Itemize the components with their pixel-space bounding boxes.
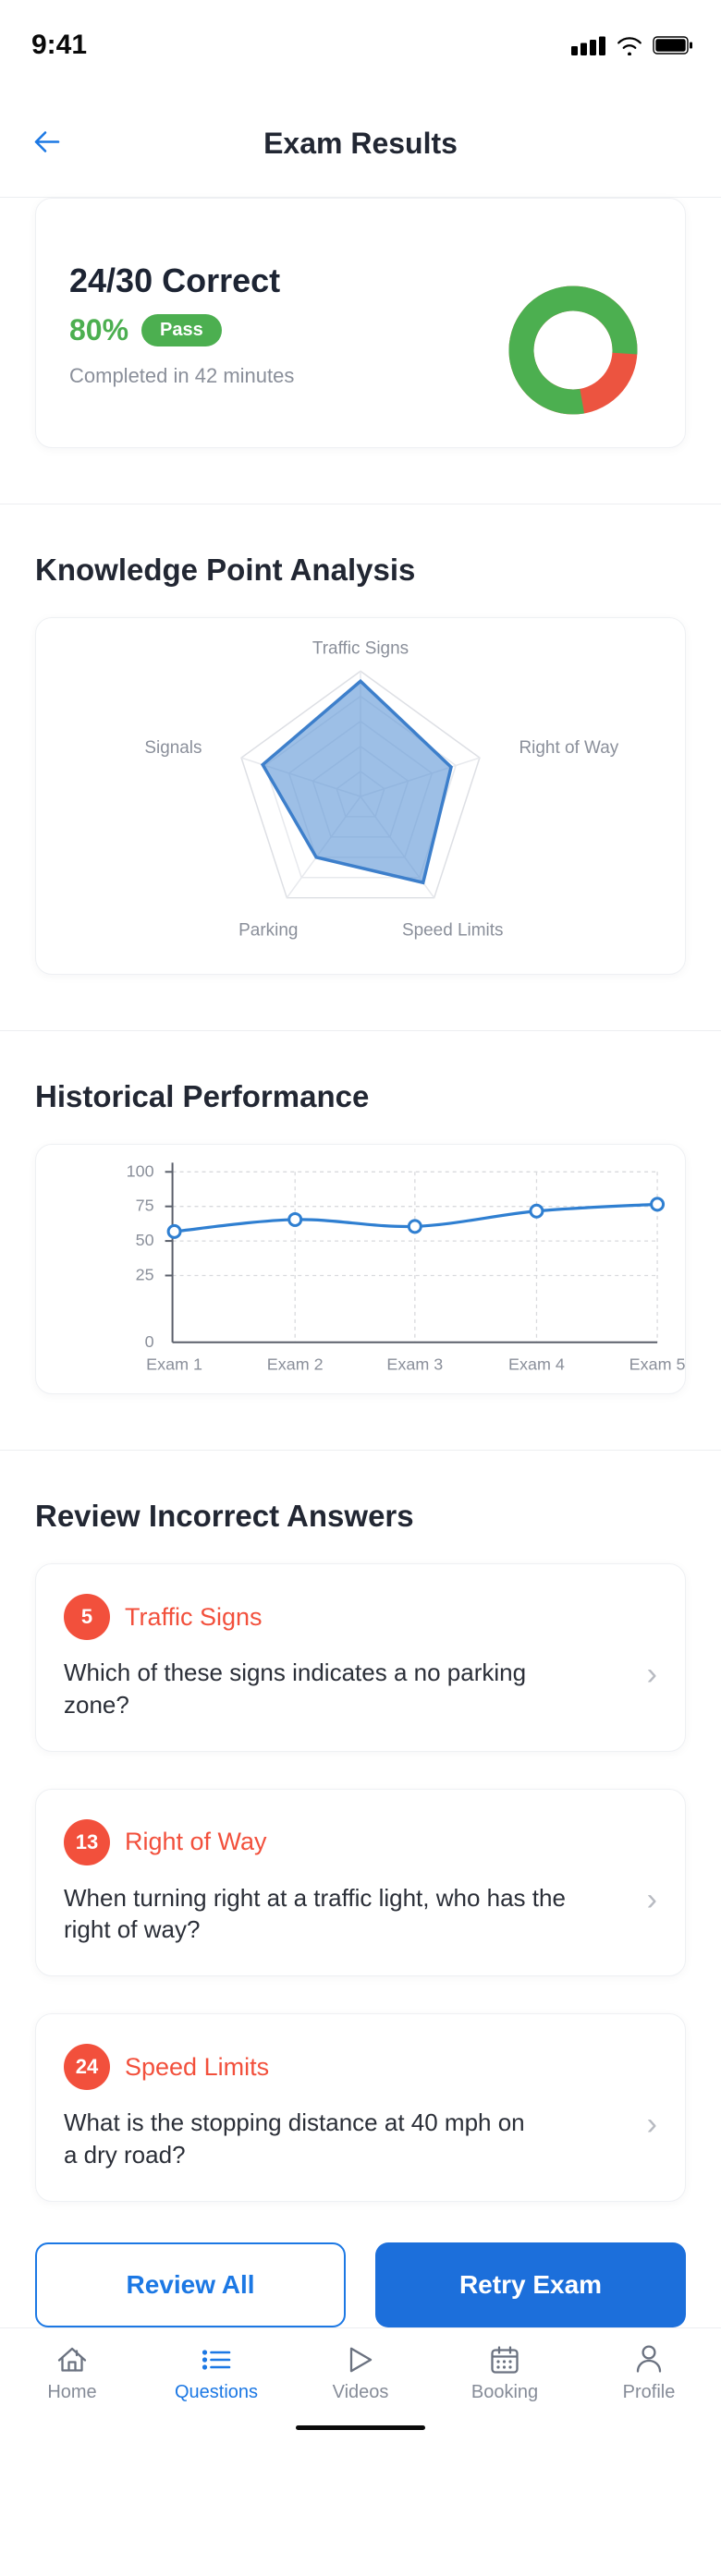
- svg-text:Speed Limits: Speed Limits: [402, 920, 503, 940]
- svg-text:0: 0: [145, 1332, 154, 1351]
- svg-text:Exam 3: Exam 3: [386, 1355, 443, 1374]
- svg-text:Parking: Parking: [238, 920, 298, 940]
- svg-text:Exam 1: Exam 1: [146, 1355, 202, 1374]
- svg-text:Exam 2: Exam 2: [267, 1355, 324, 1374]
- svg-text:50: 50: [136, 1231, 154, 1249]
- svg-text:Traffic Signs: Traffic Signs: [312, 638, 409, 658]
- svg-text:75: 75: [136, 1197, 154, 1215]
- svg-text:100: 100: [127, 1161, 154, 1180]
- svg-text:Exam 5: Exam 5: [629, 1355, 685, 1374]
- svg-text:Exam 4: Exam 4: [508, 1355, 565, 1374]
- svg-text:25: 25: [136, 1265, 154, 1283]
- svg-text:Signals: Signals: [144, 738, 202, 758]
- svg-text:Right of Way: Right of Way: [519, 738, 619, 758]
